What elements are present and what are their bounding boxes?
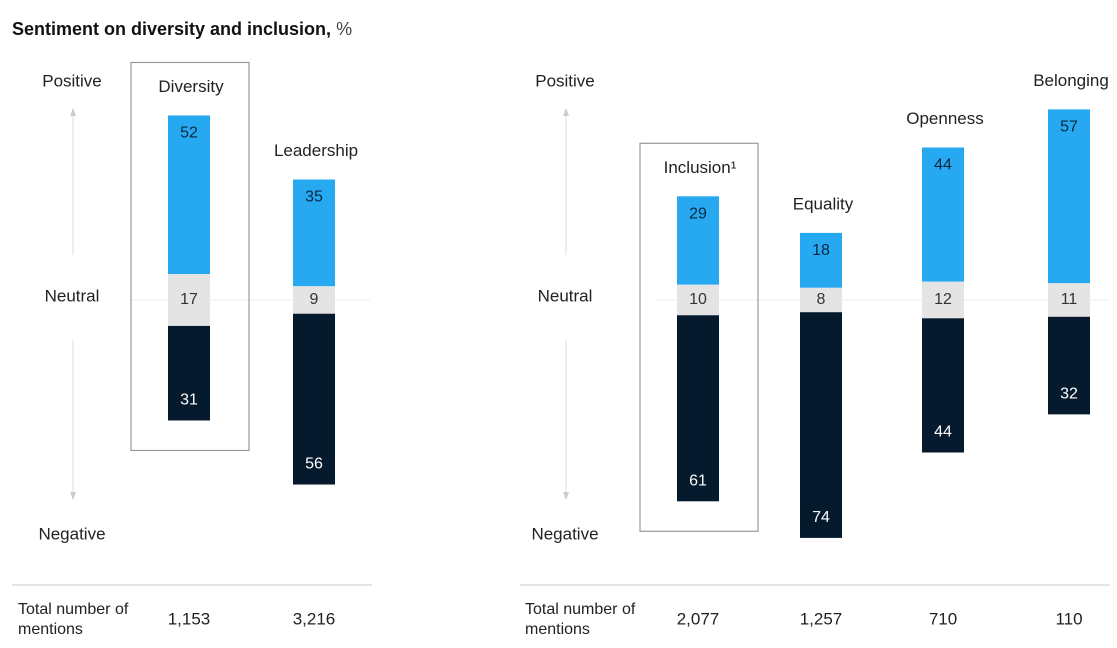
sentiment-label: Negative: [38, 524, 105, 543]
highlight-box: [639, 142, 759, 532]
bar-neutral: [1048, 283, 1090, 317]
bar-positive: [168, 115, 210, 275]
value-label: 8: [817, 291, 826, 308]
chart-title: Sentiment on diversity and inclusion, %: [12, 19, 352, 39]
title-main: Sentiment on diversity and inclusion,: [12, 19, 331, 39]
arrow-head: [563, 492, 569, 500]
bar-negative: [922, 318, 964, 453]
value-label: 32: [1060, 386, 1078, 403]
value-label: 44: [934, 157, 952, 174]
totals-label: Total number of mentions: [18, 601, 129, 638]
bar-neutral: [800, 287, 842, 313]
arrow-head: [70, 108, 76, 116]
bar-neutral: [922, 281, 964, 319]
total-value: 1,153: [168, 609, 211, 628]
bar-positive: [922, 147, 964, 282]
total-value: 2,077: [677, 609, 720, 628]
category-label: Inclusion¹: [664, 158, 737, 177]
value-label: 10: [689, 291, 707, 308]
value-label: 9: [310, 291, 319, 308]
sentiment-label: Positive: [42, 71, 102, 90]
value-label: 29: [689, 206, 707, 223]
bar-negative: [293, 313, 335, 485]
bar-negative: [800, 312, 842, 538]
bar-positive: [293, 179, 335, 287]
totals-label: Total number of mentions: [525, 601, 636, 638]
category-label: Diversity: [158, 77, 224, 96]
sentiment-label: Positive: [535, 71, 595, 90]
value-label: 57: [1060, 119, 1078, 136]
bar-negative: [168, 325, 210, 421]
value-label: 31: [180, 392, 198, 409]
arrow-head: [563, 108, 569, 116]
category-label: Equality: [793, 194, 854, 213]
value-label: 61: [689, 473, 707, 490]
highlight-box: [130, 61, 250, 452]
bar-negative: [1048, 316, 1090, 415]
value-label: 11: [1061, 291, 1078, 308]
value-label: 17: [180, 291, 198, 308]
total-value: 710: [929, 609, 957, 628]
category-label: Belonging: [1033, 71, 1109, 90]
sentiment-label: Neutral: [45, 286, 100, 305]
sentiment-label: Neutral: [538, 286, 593, 305]
category-label: Openness: [906, 109, 984, 128]
total-value: 3,216: [293, 609, 336, 628]
sentiment-label: Negative: [531, 524, 598, 543]
total-value: 1,257: [800, 609, 843, 628]
bar-positive: [800, 232, 842, 288]
bar-negative: [677, 315, 719, 502]
value-label: 18: [812, 242, 830, 259]
category-label: Leadership: [274, 141, 358, 160]
bar-positive: [677, 196, 719, 285]
bar-neutral: [293, 286, 335, 314]
value-label: 74: [812, 509, 830, 526]
value-label: 35: [305, 189, 323, 206]
value-label: 12: [934, 291, 952, 308]
bar-positive: [1048, 109, 1090, 284]
value-label: 56: [305, 456, 323, 473]
bar-neutral: [168, 274, 210, 326]
value-label: 52: [180, 125, 198, 142]
total-value: 110: [1055, 609, 1082, 628]
value-label: 44: [934, 424, 952, 441]
arrow-head: [70, 492, 76, 500]
title-unit: %: [336, 19, 352, 39]
bar-neutral: [677, 284, 719, 316]
